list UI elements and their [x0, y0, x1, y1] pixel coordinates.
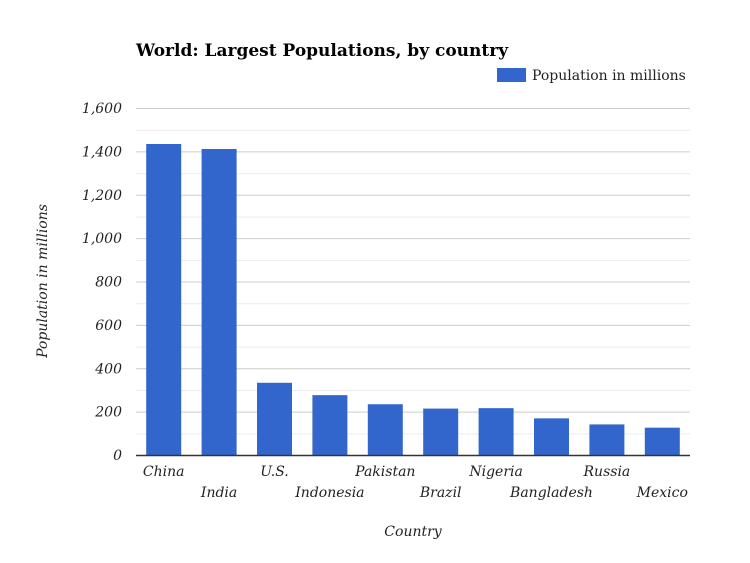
- x-tick-label: Indonesia: [294, 485, 364, 501]
- chart-title: World: Largest Populations, by country: [135, 41, 509, 61]
- bar-bangladesh: [534, 418, 569, 455]
- bar-brazil: [423, 408, 459, 455]
- y-tick-label: 600: [95, 318, 122, 334]
- x-tick-label: Mexico: [636, 485, 688, 501]
- bar-russia: [589, 424, 625, 455]
- bar-china: [146, 144, 182, 455]
- legend-swatch: [497, 68, 526, 82]
- x-tick-label: Bangladesh: [509, 485, 593, 501]
- x-tick-label: U.S.: [260, 464, 289, 480]
- y-axis-label: Population in millions: [35, 204, 51, 359]
- legend: Population in millions: [497, 68, 686, 84]
- bar-nigeria: [478, 408, 514, 455]
- bar-mexico: [644, 427, 680, 455]
- y-tick-label: 1,200: [82, 188, 122, 204]
- y-tick-label: 800: [95, 275, 122, 291]
- y-tick-label: 1,400: [82, 144, 122, 160]
- bar-india: [201, 148, 237, 455]
- y-tick-label: 200: [94, 405, 122, 421]
- x-tick-label: Nigeria: [468, 464, 523, 480]
- x-tick-label: China: [143, 464, 185, 480]
- legend-label: Population in millions: [532, 68, 686, 84]
- x-axis-label: Country: [384, 524, 442, 540]
- bar-us: [257, 382, 292, 455]
- x-tick-label: India: [200, 485, 237, 501]
- y-tick-label: 1,600: [82, 101, 122, 117]
- y-tick-label: 0: [113, 448, 122, 464]
- x-tick-label: Brazil: [419, 485, 462, 501]
- y-tick-label: 1,000: [82, 231, 122, 247]
- bar-indonesia: [312, 395, 348, 455]
- y-tick-label: 400: [94, 361, 122, 377]
- x-tick-label: Russia: [583, 464, 631, 480]
- x-tick-label: Pakistan: [354, 464, 415, 480]
- bar-pakistan: [367, 404, 403, 455]
